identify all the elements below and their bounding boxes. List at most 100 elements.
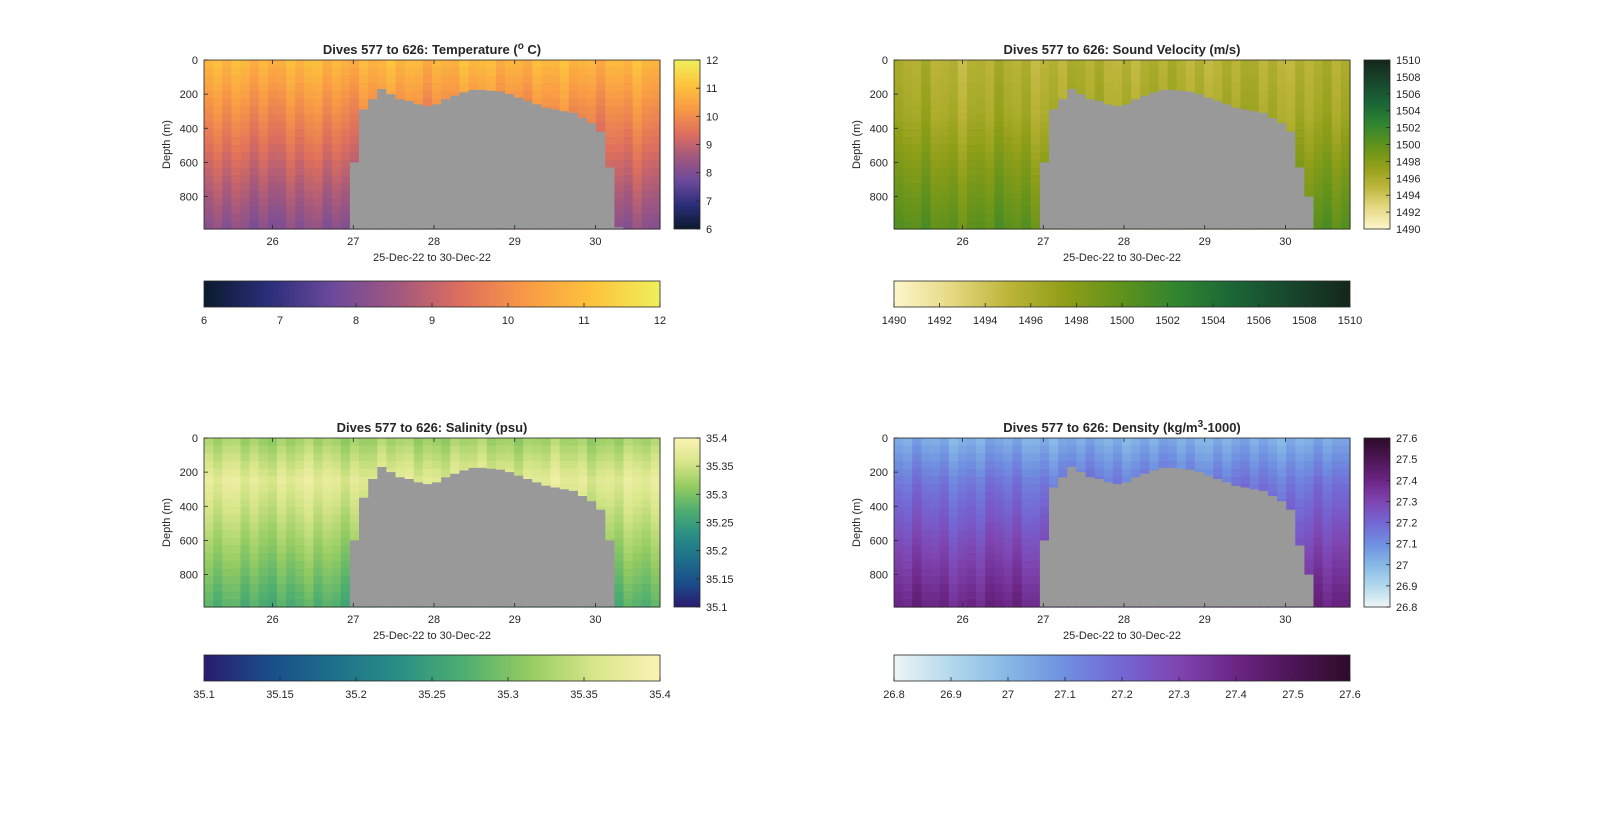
heatmap-cell (204, 553, 214, 562)
heatmap-cell (1030, 90, 1041, 100)
heatmap-cell (577, 461, 588, 470)
heatmap-cell (204, 591, 214, 600)
heatmap-cell (1340, 438, 1351, 447)
heatmap-cell (1131, 60, 1141, 69)
heatmap-cell (1003, 576, 1014, 585)
heatmap-cell (432, 98, 442, 107)
colorbar-tick-label: 27.6 (1396, 433, 1417, 445)
heatmap-cell (921, 167, 932, 176)
heatmap-cell (903, 144, 913, 153)
heatmap-cell (994, 461, 1005, 470)
heatmap-cell (568, 468, 579, 478)
heatmap-cell (966, 507, 977, 516)
heatmap-cell (1021, 484, 1032, 493)
heatmap-cell (903, 453, 913, 462)
heatmap-cell (295, 537, 305, 547)
heatmap-cell (605, 476, 615, 485)
heatmap-cell (641, 129, 652, 138)
heatmap-cell (623, 106, 634, 115)
heatmap-cell (340, 545, 351, 554)
heatmap-cell (331, 129, 342, 138)
heatmap-cell (957, 152, 968, 161)
heatmap-cell (632, 106, 643, 115)
heatmap-cell (948, 205, 959, 215)
heatmap-cell (550, 438, 561, 447)
heatmap-cell (985, 136, 995, 146)
heatmap-cell (894, 113, 904, 123)
heatmap-cell (1030, 545, 1041, 554)
heatmap-cell (322, 484, 333, 493)
heatmap-cell (295, 60, 305, 69)
heatmap-cell (322, 60, 333, 69)
heatmap-cell (903, 461, 913, 470)
heatmap-cell (1340, 167, 1351, 176)
heatmap-cell (1231, 67, 1242, 76)
heatmap-cell (1012, 445, 1023, 454)
heatmap-cell (1167, 438, 1178, 447)
heatmap-cell (240, 182, 251, 192)
heatmap-cell (340, 83, 351, 92)
heatmap-cell (204, 83, 214, 92)
y-tick-label: 600 (180, 535, 198, 547)
heatmap-cell (304, 190, 315, 199)
heatmap-cell (912, 198, 922, 207)
heatmap-cell (623, 152, 634, 161)
heatmap-cell (368, 445, 378, 454)
heatmap-cell (1313, 522, 1324, 531)
heatmap-cell (304, 461, 315, 470)
heatmap-cell (231, 60, 242, 69)
heatmap-cell (1222, 67, 1233, 76)
h-colorbar-tick-label: 1496 (1019, 315, 1043, 327)
heatmap-cell (632, 453, 643, 462)
heatmap-cell (322, 530, 333, 539)
heatmap-cell (1021, 576, 1032, 585)
heatmap-cell (523, 60, 533, 69)
heatmap-cell (568, 67, 579, 76)
heatmap-cell (1030, 121, 1041, 130)
heatmap-cell (976, 499, 986, 508)
heatmap-cell (957, 568, 968, 577)
heatmap-cell (587, 438, 597, 447)
heatmap-cell (994, 167, 1005, 176)
heatmap-cell (204, 113, 214, 123)
heatmap-cell (632, 67, 643, 76)
heatmap-cell (985, 530, 995, 539)
heatmap-cell (623, 576, 634, 585)
heatmap-cell (468, 438, 479, 447)
heatmap-cell (313, 198, 324, 207)
heatmap-cell (213, 159, 223, 169)
heatmap-cell (1277, 468, 1287, 478)
heatmap-cell (1340, 583, 1351, 593)
heatmap-cell (1003, 560, 1014, 570)
y-axis-label: Depth (m) (161, 498, 173, 547)
heatmap-cell (641, 491, 652, 501)
heatmap-cell (441, 445, 451, 454)
heatmap-cell (921, 476, 932, 485)
heatmap-cell (921, 530, 932, 539)
heatmap-cell (1322, 468, 1333, 478)
heatmap-cell (1003, 152, 1014, 161)
heatmap-cell (1331, 461, 1342, 470)
heatmap-cell (939, 599, 950, 608)
heatmap-cell (1167, 67, 1178, 76)
heatmap-cell (1304, 129, 1315, 138)
heatmap-cell (966, 553, 977, 562)
heatmap-cell (1021, 83, 1032, 92)
heatmap-cell (267, 182, 278, 192)
heatmap-cell (939, 106, 950, 115)
heatmap-cell (614, 205, 625, 215)
heatmap-cell (939, 144, 950, 153)
heatmap-cell (623, 537, 634, 547)
heatmap-cell (276, 98, 287, 107)
heatmap-cell (1185, 453, 1196, 462)
heatmap-cell (939, 568, 950, 577)
heatmap-cell (930, 461, 941, 470)
heatmap-cell (222, 476, 232, 485)
heatmap-cell (450, 453, 460, 462)
heatmap-cell (422, 461, 433, 470)
y-axis-label: Depth (m) (851, 120, 863, 169)
heatmap-cell (921, 213, 932, 222)
heatmap-cell (432, 75, 442, 84)
heatmap-cell (985, 484, 995, 493)
heatmap-cell (1322, 476, 1333, 485)
